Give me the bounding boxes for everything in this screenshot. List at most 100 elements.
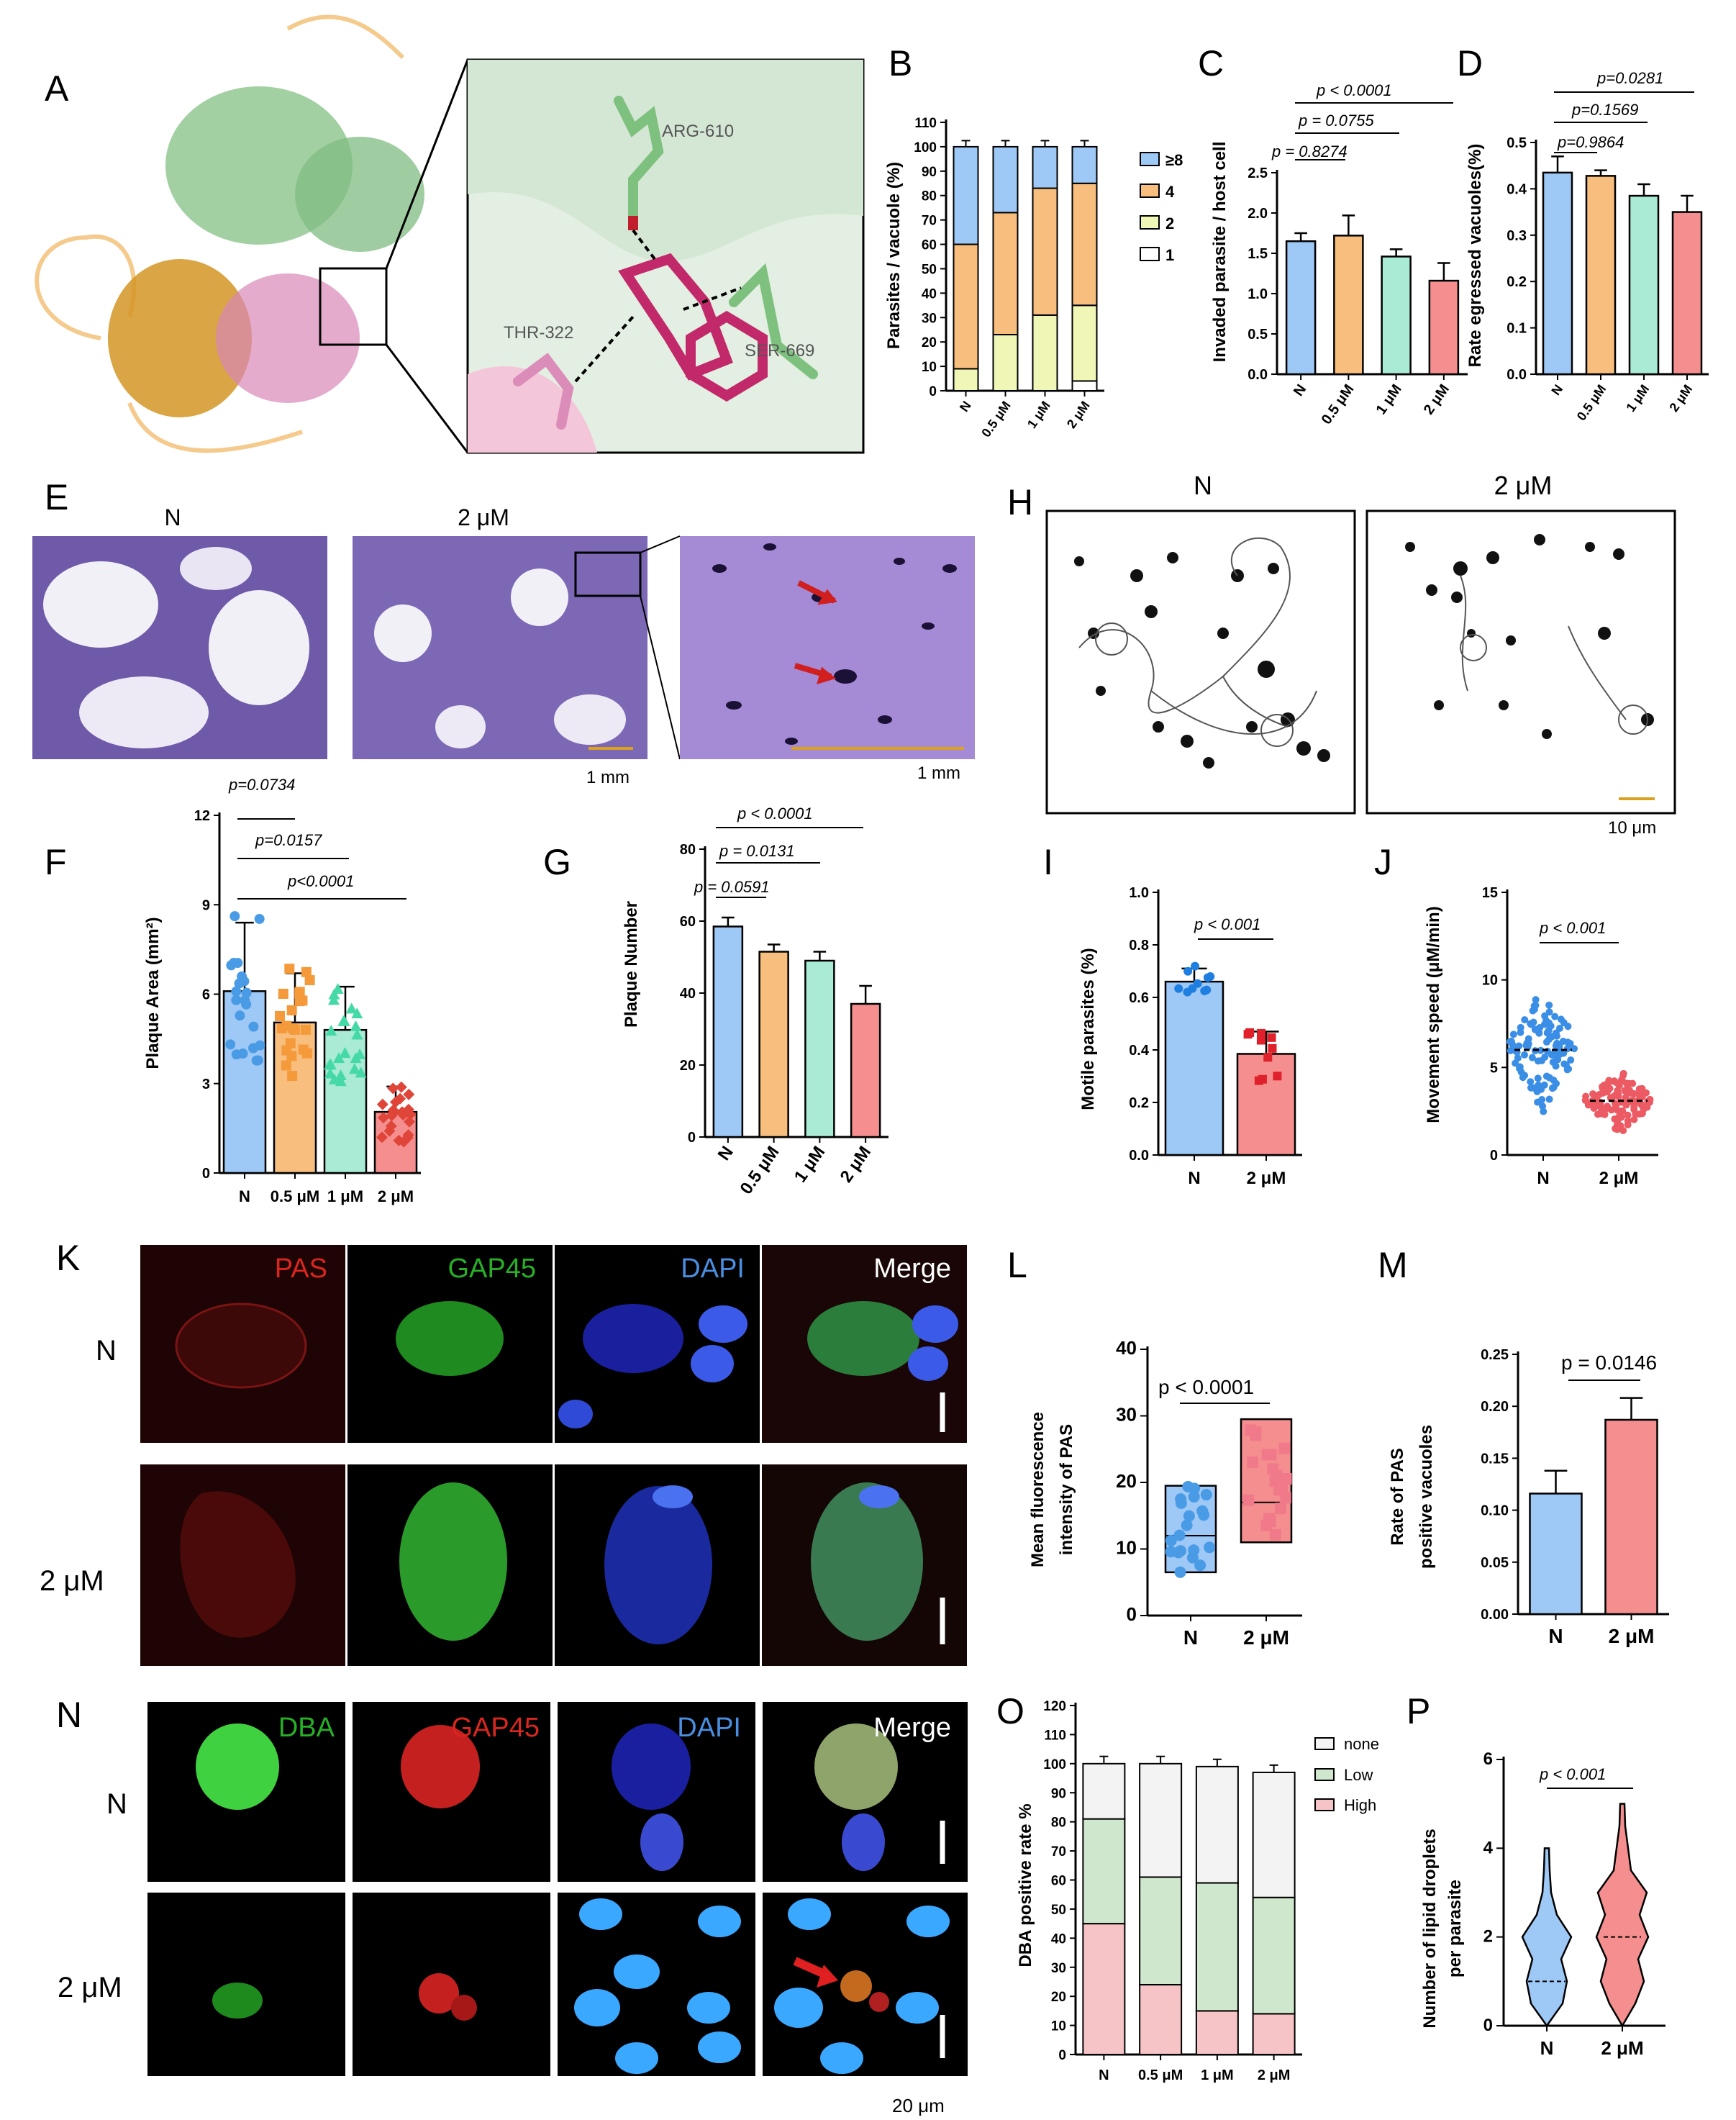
bar-segment — [1195, 1765, 1239, 1884]
data-point — [1603, 1088, 1611, 1096]
legend-swatch — [1314, 1768, 1335, 1781]
bar — [1542, 171, 1573, 376]
data-point — [1242, 1494, 1255, 1506]
x-tick-label: 2 μM — [1601, 2037, 1643, 2059]
data-point — [324, 1059, 336, 1070]
y-axis-label: Number of lipid droplets — [1420, 1829, 1440, 2028]
row-label: N — [96, 1335, 117, 1367]
data-point — [1183, 1510, 1195, 1522]
data-point — [1564, 1038, 1572, 1046]
y-tick-label: 9 — [202, 897, 210, 913]
bar — [850, 1002, 881, 1138]
data-point — [1545, 1001, 1553, 1009]
data-point — [1584, 1101, 1592, 1109]
data-point — [1535, 1028, 1543, 1036]
data-point — [403, 1115, 415, 1128]
data-point — [237, 1048, 248, 1059]
data-point — [338, 1015, 350, 1026]
plaque — [554, 694, 626, 745]
y-tick-label: 80 — [1051, 1816, 1066, 1831]
data-point — [304, 975, 315, 986]
data-point — [1175, 1493, 1187, 1505]
x-tick-label: 1 μM — [791, 1143, 829, 1186]
data-point — [1540, 1107, 1548, 1115]
data-point — [1521, 1016, 1529, 1024]
x-tick-label: 0.5 μM — [978, 399, 1014, 440]
y-tick-label: 6 — [202, 987, 210, 1003]
scatter-points — [225, 911, 417, 1148]
bar — [1381, 255, 1412, 376]
panel-o-chart: O DBA positive rate % 0 10 20 30 40 50 60 70 80 9… — [996, 1691, 1379, 2083]
y-tick-label: 0.10 — [1481, 1503, 1509, 1519]
data-point — [1530, 1018, 1537, 1026]
y-tick-label: 70 — [1051, 1844, 1066, 1859]
y-ticks: 0 5 10 15 — [1482, 885, 1658, 1164]
data-point — [1534, 1074, 1542, 1082]
x-tick-label: 2 μM — [837, 1143, 875, 1186]
p-value: p=0.1569 — [1571, 101, 1638, 119]
data-point — [1644, 1097, 1652, 1105]
p-value: p = 0.0146 — [1561, 1351, 1657, 1374]
bar-segment — [1195, 1882, 1239, 2012]
y-tick-label: 20 — [680, 1058, 696, 1074]
data-point — [1630, 1115, 1638, 1123]
y-axis-label: Movement speed (μM/min) — [1424, 906, 1443, 1123]
data-point — [1517, 1023, 1524, 1031]
p-value: p = 0.0755 — [1298, 112, 1374, 130]
data-point — [383, 1125, 396, 1137]
data-point — [376, 1098, 388, 1110]
x-tick-label: 0.5 μM — [271, 1187, 319, 1205]
panel-c-chart: C Invaded parasite / host cell 0.0 0.5 1.0… — [1198, 43, 1468, 427]
plaque — [511, 568, 568, 626]
data-point — [1622, 1079, 1630, 1087]
data-point — [387, 1082, 399, 1095]
x-tick-label: 2 μM — [1666, 382, 1695, 415]
data-point — [1245, 1028, 1255, 1037]
data-point — [1617, 1107, 1625, 1115]
bar — [1236, 1053, 1296, 1156]
data-point — [1560, 1060, 1568, 1068]
y-ticks: 0 2 4 6 — [1483, 1749, 1665, 2035]
y-tick-label: 2.5 — [1248, 166, 1268, 181]
data-point — [1263, 1053, 1273, 1062]
data-point — [1582, 1092, 1590, 1100]
channel-label: DAPI — [677, 1713, 741, 1743]
data-point — [1509, 1030, 1517, 1038]
y-tick-label: 0.00 — [1481, 1607, 1509, 1623]
panel-letter: P — [1406, 1691, 1430, 1731]
legend-swatch — [1140, 215, 1160, 230]
y-tick-label: 80 — [680, 842, 696, 858]
x-tick-label: 0.5 μM — [1319, 381, 1358, 427]
data-point — [1551, 1013, 1559, 1020]
data-point — [1571, 1045, 1578, 1053]
data-point — [253, 1055, 263, 1066]
data-point — [1506, 1038, 1514, 1046]
bars — [1082, 1755, 1296, 2056]
data-point — [254, 913, 265, 924]
scale-label: 10 μm — [1608, 818, 1656, 838]
x-tick-label: 2 μM — [1609, 1625, 1655, 1647]
data-point — [1514, 1054, 1522, 1062]
p-value: p < 0.001 — [1194, 915, 1260, 933]
data-point — [328, 994, 340, 1005]
y-tick-label: 90 — [1051, 1786, 1066, 1801]
data-point — [1196, 1505, 1209, 1517]
bars — [712, 916, 881, 1138]
data-point — [1624, 1117, 1632, 1125]
binding-site-zoom: ARG-610 THR-322 SER-669 — [466, 58, 865, 454]
panel-g-chart: G Plaque Number 0 20 40 60 80 N0.5 μM 1 μM 2 μ… — [543, 805, 889, 1198]
data-point — [1533, 1087, 1541, 1095]
trails — [1078, 537, 1317, 747]
data-point — [1271, 1469, 1283, 1482]
scatter-points — [1506, 996, 1654, 1135]
panel-k-images: K N 2 μM PAS GAP45 DAPI Merge — [40, 1238, 967, 1666]
bars — [1285, 214, 1460, 376]
data-point — [393, 1134, 405, 1146]
data-point — [1543, 1029, 1551, 1037]
x-tick-label: N — [239, 1187, 250, 1205]
panel-h-images: H N 2 μM — [1007, 471, 1676, 838]
p-value: p=0.0734 — [228, 776, 295, 794]
y-tick-label: 0 — [1058, 2048, 1066, 2063]
channel-label: Merge — [873, 1254, 951, 1284]
y-axis-label: Mean fluorescence — [1028, 1412, 1047, 1567]
